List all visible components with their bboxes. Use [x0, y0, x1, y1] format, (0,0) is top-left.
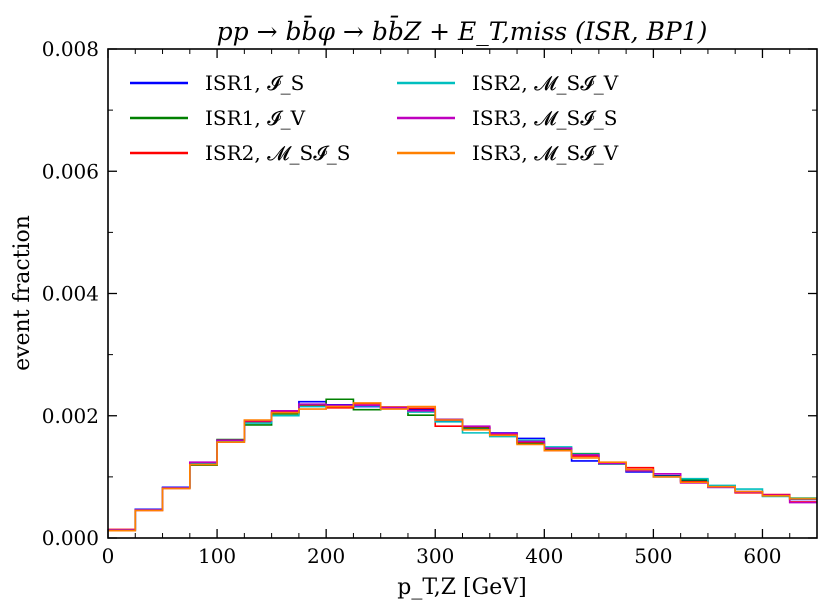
legend-entry-1: ISR1, 𝓘_S: [205, 71, 304, 95]
y-tick-label: 0.002: [42, 404, 99, 428]
x-axis-label: p_T,Z [GeV]: [397, 575, 526, 600]
legend-entry-3: ISR2, 𝓜_S𝓘_S: [205, 141, 350, 165]
x-tick-label: 500: [634, 544, 672, 568]
legend-entry-2: ISR1, 𝓘_V: [205, 106, 306, 130]
y-tick-label: 0.008: [42, 37, 99, 61]
x-tick-label: 600: [743, 544, 781, 568]
x-tick-label: 200: [307, 544, 345, 568]
series-line-6: [108, 402, 817, 532]
y-tick-label: 0.006: [42, 159, 99, 183]
y-axis-label: event fraction: [10, 215, 35, 371]
x-tick-label: 400: [525, 544, 563, 568]
x-tick-label: 0: [102, 544, 115, 568]
legend-entry-6: ISR3, 𝓜_S𝓘_V: [472, 141, 619, 165]
y-tick-label: 0.004: [42, 282, 99, 306]
y-tick-label: 0.000: [42, 526, 99, 550]
x-tick-label: 100: [198, 544, 236, 568]
chart-title: pp → bb̄φ → bb̄Z + E_T,miss (ISR, BP1): [217, 17, 708, 46]
legend-entry-4: ISR2, 𝓜_S𝓘_V: [472, 71, 619, 95]
x-tick-label: 300: [416, 544, 454, 568]
legend: ISR1, 𝓘_S ISR1, 𝓘_V ISR2, 𝓜_S𝓘_S ISR2, 𝓜_S𝓘…: [130, 71, 619, 165]
legend-entry-5: ISR3, 𝓜_S𝓘_S: [472, 106, 617, 130]
